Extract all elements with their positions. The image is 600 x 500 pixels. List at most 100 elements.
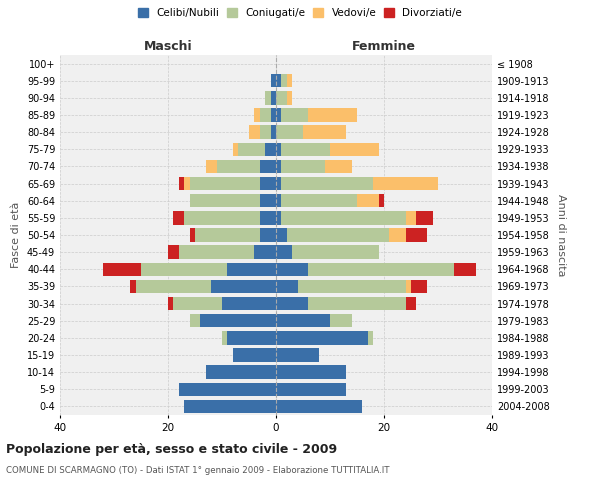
Bar: [281, 142, 330, 156]
Bar: [276, 280, 298, 293]
Bar: [276, 331, 368, 344]
Bar: [227, 262, 276, 276]
Bar: [276, 262, 308, 276]
Bar: [276, 400, 362, 413]
Bar: [276, 142, 281, 156]
Bar: [260, 160, 276, 173]
Bar: [271, 126, 276, 139]
Bar: [249, 126, 260, 139]
Bar: [281, 108, 308, 122]
Bar: [406, 297, 416, 310]
Legend: Celibi/Nubili, Coniugati/e, Vedovi/e, Divorziati/e: Celibi/Nubili, Coniugati/e, Vedovi/e, Di…: [135, 5, 465, 21]
Text: Maschi: Maschi: [143, 40, 193, 52]
Bar: [260, 108, 271, 122]
Bar: [303, 126, 346, 139]
Bar: [330, 314, 352, 328]
Bar: [206, 160, 217, 173]
Bar: [184, 211, 260, 224]
Bar: [190, 228, 195, 241]
Bar: [325, 160, 352, 173]
Bar: [260, 177, 276, 190]
Text: Popolazione per età, sesso e stato civile - 2009: Popolazione per età, sesso e stato civil…: [6, 442, 337, 456]
Bar: [276, 382, 346, 396]
Bar: [276, 297, 308, 310]
Bar: [179, 382, 276, 396]
Bar: [254, 108, 260, 122]
Bar: [130, 280, 136, 293]
Bar: [276, 160, 281, 173]
Bar: [287, 228, 389, 241]
Bar: [233, 348, 276, 362]
Bar: [184, 400, 276, 413]
Bar: [276, 246, 292, 259]
Bar: [287, 74, 292, 88]
Bar: [276, 177, 281, 190]
Bar: [276, 314, 330, 328]
Bar: [298, 280, 406, 293]
Text: COMUNE DI SCARMAGNO (TO) - Dati ISTAT 1° gennaio 2009 - Elaborazione TUTTITALIA.: COMUNE DI SCARMAGNO (TO) - Dati ISTAT 1°…: [6, 466, 389, 475]
Bar: [222, 297, 276, 310]
Bar: [281, 160, 325, 173]
Bar: [238, 142, 265, 156]
Bar: [168, 297, 173, 310]
Bar: [276, 211, 281, 224]
Bar: [173, 297, 222, 310]
Bar: [190, 314, 200, 328]
Bar: [265, 91, 271, 104]
Bar: [287, 91, 292, 104]
Bar: [271, 108, 276, 122]
Bar: [379, 194, 384, 207]
Bar: [195, 228, 260, 241]
Bar: [254, 246, 276, 259]
Bar: [276, 366, 346, 379]
Bar: [276, 126, 303, 139]
Bar: [368, 331, 373, 344]
Bar: [173, 211, 184, 224]
Y-axis label: Anni di nascita: Anni di nascita: [556, 194, 566, 276]
Bar: [406, 228, 427, 241]
Bar: [168, 246, 179, 259]
Bar: [136, 280, 211, 293]
Bar: [276, 348, 319, 362]
Bar: [406, 280, 411, 293]
Bar: [265, 142, 276, 156]
Bar: [281, 177, 373, 190]
Bar: [416, 211, 433, 224]
Bar: [281, 211, 406, 224]
Bar: [454, 262, 476, 276]
Bar: [141, 262, 227, 276]
Bar: [190, 194, 260, 207]
Bar: [281, 74, 287, 88]
Bar: [292, 246, 379, 259]
Bar: [411, 280, 427, 293]
Bar: [373, 177, 438, 190]
Bar: [200, 314, 276, 328]
Bar: [260, 228, 276, 241]
Bar: [206, 366, 276, 379]
Bar: [233, 142, 238, 156]
Bar: [271, 74, 276, 88]
Bar: [217, 160, 260, 173]
Bar: [308, 262, 454, 276]
Bar: [276, 74, 281, 88]
Bar: [211, 280, 276, 293]
Bar: [330, 142, 379, 156]
Bar: [276, 194, 281, 207]
Bar: [276, 91, 287, 104]
Bar: [271, 91, 276, 104]
Bar: [308, 297, 406, 310]
Bar: [227, 331, 276, 344]
Bar: [222, 331, 227, 344]
Bar: [260, 126, 271, 139]
Y-axis label: Fasce di età: Fasce di età: [11, 202, 21, 268]
Bar: [260, 211, 276, 224]
Text: Femmine: Femmine: [352, 40, 416, 52]
Bar: [276, 108, 281, 122]
Bar: [357, 194, 379, 207]
Bar: [276, 228, 287, 241]
Bar: [389, 228, 406, 241]
Bar: [184, 177, 190, 190]
Bar: [190, 177, 260, 190]
Bar: [260, 194, 276, 207]
Bar: [179, 177, 184, 190]
